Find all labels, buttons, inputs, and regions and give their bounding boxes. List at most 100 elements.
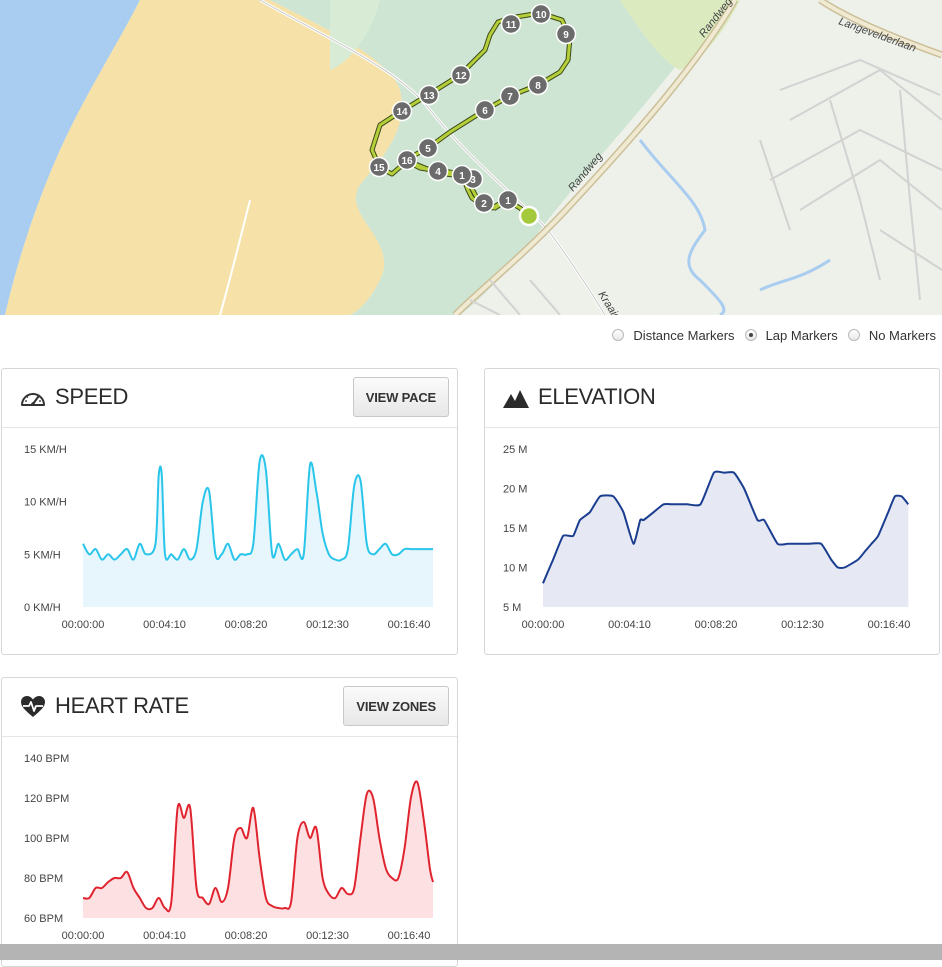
lap-marker[interactable]: 13 [418,84,440,106]
speed-chart: 0 KM/H 5 KM/H 10 KM/H 15 KM/H 00:00:00 00:04:… [24,444,433,631]
lap-marker-label: 7 [507,92,513,103]
lap-marker[interactable]: 12 [450,64,472,86]
heart-rate-title: HEART RATE [55,693,189,718]
y-tick-label: 100 BPM [24,833,69,845]
x-tick-label: 00:04:10 [143,930,186,942]
lap-marker-label: 9 [563,30,569,41]
lap-marker[interactable]: 8 [527,74,549,96]
y-tick-label: 5 KM/H [24,549,61,561]
view-pace-button[interactable]: VIEW PACE [352,377,449,417]
map-park [270,0,720,315]
x-tick-label: 00:16:40 [868,619,911,631]
option-distance-markers[interactable]: Distance Markers [612,327,735,343]
y-tick-label: 60 BPM [24,913,63,925]
lap-marker-label: 8 [535,81,541,92]
x-tick-label: 00:08:20 [225,619,268,631]
bottom-scrollbar[interactable] [0,944,942,960]
marker-options: Distance Markers Lap Markers No Markers [602,326,936,344]
lap-marker-label: 1 [459,171,465,182]
lap-marker[interactable]: 1 [497,189,519,211]
radio-no-markers[interactable] [847,329,860,341]
lap-marker[interactable]: 7 [499,85,521,107]
lap-marker-label: 15 [373,163,385,174]
series-area [543,471,909,607]
route-map[interactable]: 1 2 3 4 5 6 7 8 9 10 11 12 13 14 15 16 1 Randweg Randweg… [0,0,942,315]
x-tick-label: 00:12:30 [306,619,349,631]
lap-marker-label: 6 [482,106,488,117]
y-tick-label: 10 M [503,563,527,575]
lap-marker[interactable]: 14 [391,100,413,122]
lap-marker[interactable]: 10 [530,3,552,25]
lap-marker-label: 4 [435,167,441,178]
radio-lap-markers[interactable] [744,329,757,341]
speed-card-header: SPEED VIEW PACE [2,369,457,428]
map-meadow [620,0,740,70]
series-line [542,470,910,584]
x-tick-label: 00:16:40 [388,619,431,631]
lap-marker[interactable]: 5 [417,137,439,159]
start-marker[interactable] [518,205,540,227]
x-tick-label: 00:08:20 [225,930,268,942]
y-tick-label: 120 BPM [24,793,69,805]
option-label-lap: Lap Markers [765,327,838,343]
map-water [0,0,140,315]
lap-marker-label: 16 [401,156,413,167]
option-label-none: No Markers [868,327,936,343]
lap-marker[interactable]: 15 [368,156,390,178]
series-line [82,780,434,913]
y-tick-label: 140 BPM [24,753,69,765]
elevation-chart: 5 M 10 M 15 M 20 M 25 M 00:00:00 00:04:10 00:08… [503,444,911,631]
lap-marker-label: 2 [481,199,487,210]
lap-marker[interactable]: 4 [427,160,449,182]
option-label-distance: Distance Markers [633,327,735,343]
lap-marker[interactable]: 1 [451,164,473,186]
map-canal [638,139,726,315]
mountain-icon [503,390,529,408]
x-tick-label: 00:00:00 [62,930,105,942]
series-line [82,454,433,562]
x-tick-label: 00:16:40 [388,930,431,942]
lap-marker[interactable]: 6 [474,99,496,121]
y-tick-label: 80 BPM [24,873,63,885]
radio-distance-markers[interactable] [612,329,625,341]
x-tick-label: 00:04:10 [608,619,651,631]
y-tick-label: 5 M [503,602,521,614]
heart-rate-card: HEART RATE VIEW ZONES 60 BPM 80 BPM 100 BP… [1,677,458,967]
y-tick-label: 20 M [503,484,527,496]
lap-marker-label: 3 [470,175,476,186]
map-sand [5,0,402,315]
x-tick-label: 00:00:00 [522,619,565,631]
y-tick-label: 15 KM/H [24,444,67,456]
x-tick-label: 00:12:30 [306,930,349,942]
lap-marker-label: 14 [396,107,408,118]
y-tick-label: 0 KM/H [24,602,61,614]
speed-title: SPEED [55,384,129,409]
lap-marker-label: 10 [535,10,547,21]
heart-rate-chart: 60 BPM 80 BPM 100 BPM 120 BPM 140 BPM 00:00:0… [24,753,434,942]
lap-marker[interactable]: 11 [500,13,522,35]
x-tick-label: 00:12:30 [781,619,824,631]
lap-marker[interactable]: 16 [396,149,418,171]
heart-rate-card-header: HEART RATE VIEW ZONES [2,678,457,737]
lap-marker-label: 11 [506,20,517,31]
map-trail [219,199,251,315]
lap-marker[interactable]: 2 [473,192,495,214]
map-road-randweg-inner [453,0,737,315]
view-zones-button[interactable]: VIEW ZONES [343,686,449,726]
map-canal-2 [759,258,831,292]
option-no-markers[interactable]: No Markers [847,327,936,343]
y-tick-label: 25 M [503,444,527,456]
map-park-patch [330,0,380,70]
series-area [83,455,433,607]
lap-marker-label: 1 [505,196,511,207]
elevation-card-header: ELEVATION [485,369,939,428]
option-lap-markers[interactable]: Lap Markers [744,327,838,343]
elevation-card: ELEVATION 5 M 10 M 15 M 20 M 25 M 00:00:00 00:… [484,368,940,655]
map-streets [469,58,942,315]
elevation-title: ELEVATION [538,384,656,409]
x-tick-label: 00:08:20 [695,619,738,631]
lap-marker[interactable]: 9 [555,23,577,45]
lap-marker-label: 5 [425,144,431,155]
